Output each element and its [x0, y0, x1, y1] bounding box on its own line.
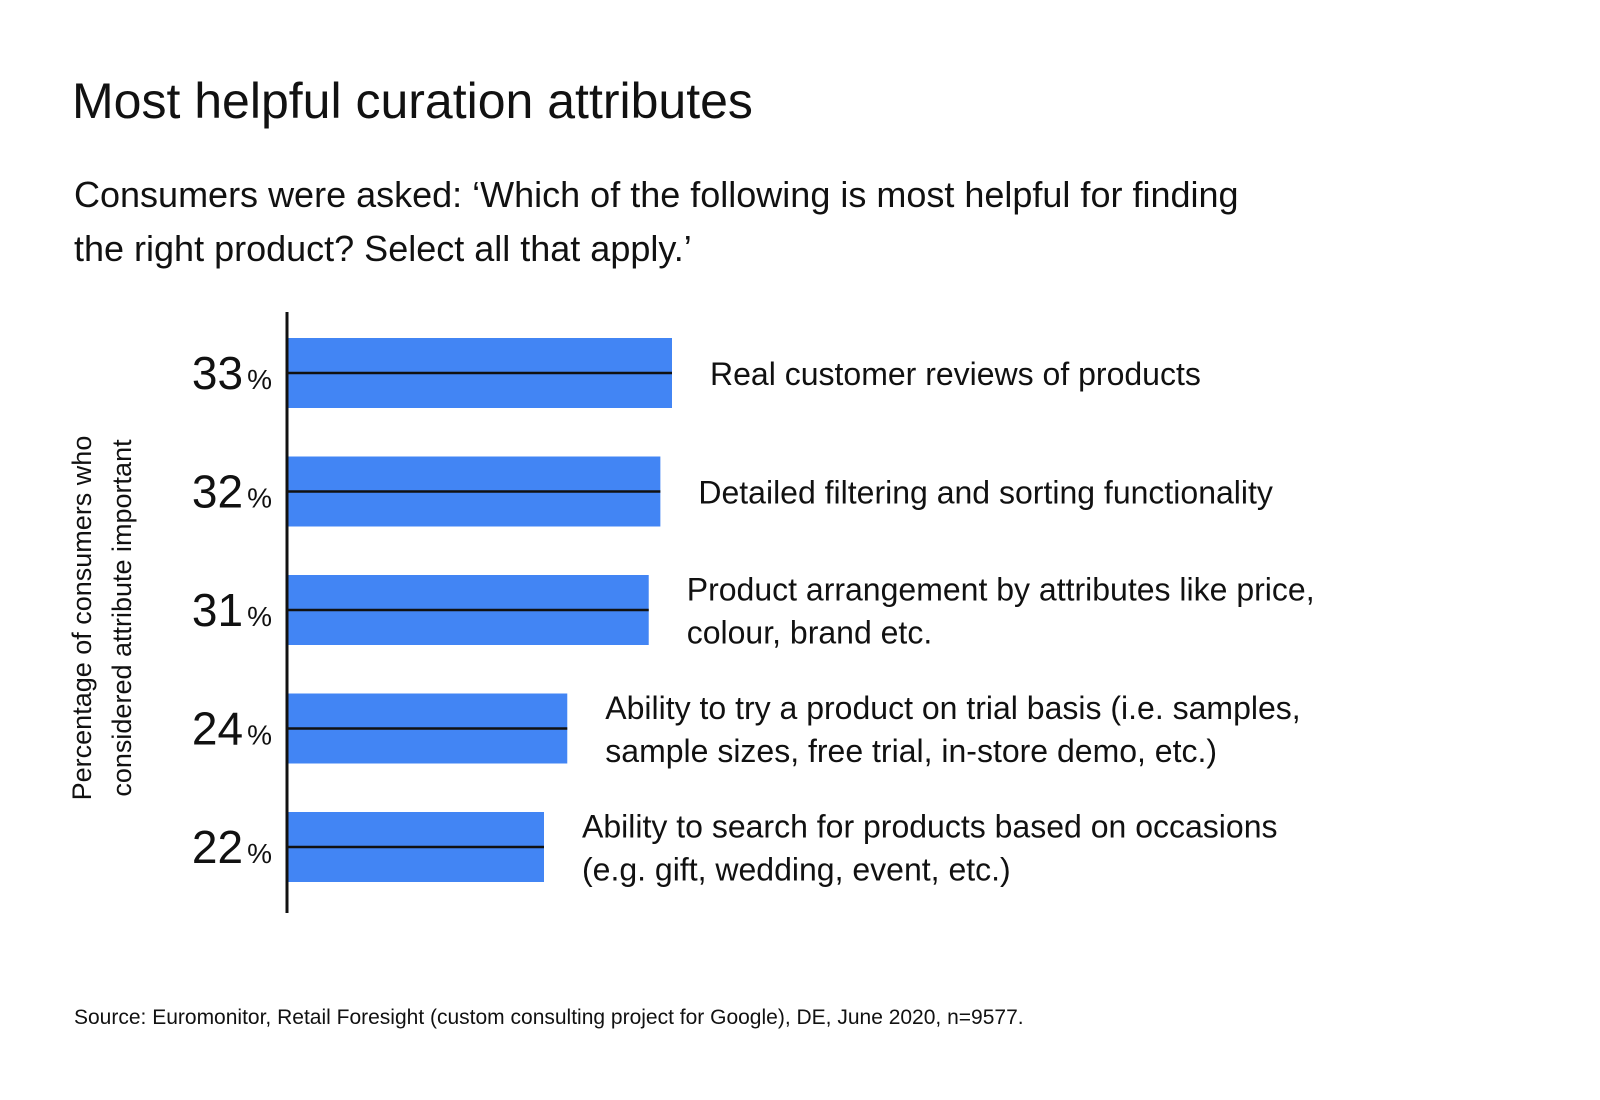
category-label: Product arrangement by attributes like p…: [687, 572, 1315, 651]
value-label: 33%: [192, 347, 272, 399]
chart-subtitle: Consumers were asked: ‘Which of the foll…: [74, 174, 1239, 269]
value-label: 32%: [192, 466, 272, 518]
category-label: Real customer reviews of products: [710, 356, 1201, 392]
value-label: 31%: [192, 584, 272, 636]
category-label: Ability to try a product on trial basis …: [605, 690, 1300, 769]
chart-title: Most helpful curation attributes: [72, 73, 753, 129]
category-label: Detailed filtering and sorting functiona…: [698, 475, 1273, 511]
value-label: 24%: [192, 703, 272, 755]
category-label: Ability to search for products based on …: [582, 809, 1277, 888]
source-note: Source: Euromonitor, Retail Foresight (c…: [74, 1006, 1024, 1029]
value-label: 22%: [192, 821, 272, 873]
